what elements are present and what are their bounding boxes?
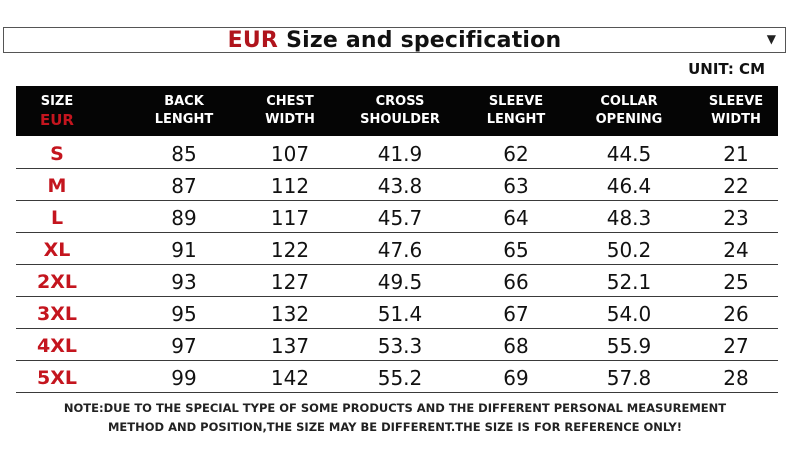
- cell-size: L: [50, 207, 64, 229]
- cell-cross-shoulder: 51.4: [377, 302, 423, 326]
- cell-back-length: 97: [171, 334, 197, 358]
- header-label-line2: EUR: [40, 111, 74, 129]
- cell-collar-opening: 44.5: [606, 142, 652, 166]
- cell-size: XL: [43, 239, 71, 261]
- header-label-line2: LENGHT: [486, 112, 546, 127]
- cell-sleeve-width: 28: [723, 366, 749, 390]
- cell-sleeve-width: 21: [723, 142, 749, 166]
- note-line-2: METHOD AND POSITION,THE SIZE MAY BE DIFF…: [107, 420, 683, 434]
- title-text: Size and specification: [286, 28, 562, 53]
- header-collar-opening: COLLAR OPENING: [574, 86, 684, 136]
- cell-sleeve-length: 69: [503, 366, 529, 390]
- table-row: M 87 112 43.8 63 46.4 22: [16, 169, 778, 201]
- header-label-line2: SHOULDER: [360, 112, 440, 127]
- title-dropdown[interactable]: EUR Size and specification ▼: [3, 27, 786, 53]
- cell-cross-shoulder: 41.9: [377, 142, 423, 166]
- cell-size: M: [47, 175, 67, 197]
- reference-note: NOTE:DUE TO THE SPECIAL TYPE OF SOME PRO…: [0, 399, 790, 437]
- header-size: SIZE EUR: [16, 86, 98, 136]
- header-sleeve-width: SLEEVE WIDTH: [696, 86, 776, 136]
- title-eur: EUR: [227, 28, 279, 53]
- cell-back-length: 99: [171, 366, 197, 390]
- header-label-line2: WIDTH: [711, 112, 761, 127]
- cell-size: 3XL: [37, 303, 77, 325]
- cell-sleeve-width: 23: [723, 206, 749, 230]
- cell-back-length: 93: [171, 270, 197, 294]
- cell-collar-opening: 57.8: [606, 366, 652, 390]
- cell-back-length: 89: [171, 206, 197, 230]
- header-label-line1: BACK: [164, 94, 204, 109]
- header-label-line1: COLLAR: [600, 94, 658, 109]
- cell-cross-shoulder: 47.6: [377, 238, 423, 262]
- table-row: 4XL 97 137 53.3 68 55.9 27: [16, 329, 778, 361]
- cell-cross-shoulder: 45.7: [377, 206, 423, 230]
- cell-chest-width: 127: [270, 270, 310, 294]
- cell-sleeve-length: 67: [503, 302, 529, 326]
- cell-sleeve-length: 65: [503, 238, 529, 262]
- table-header: SIZE EUR BACK LENGHT CHEST WIDTH CROSS SHOULDER…: [16, 86, 778, 136]
- header-label-line2: WIDTH: [265, 112, 315, 127]
- table-row: L 89 117 45.7 64 48.3 23: [16, 201, 778, 233]
- cell-back-length: 91: [171, 238, 197, 262]
- cell-collar-opening: 52.1: [606, 270, 652, 294]
- cell-chest-width: 107: [270, 142, 310, 166]
- table-row: 2XL 93 127 49.5 66 52.1 25: [16, 265, 778, 297]
- cell-cross-shoulder: 43.8: [377, 174, 423, 198]
- header-sleeve-length: SLEEVE LENGHT: [464, 86, 568, 136]
- cell-chest-width: 122: [270, 238, 310, 262]
- cell-back-length: 85: [171, 142, 197, 166]
- cell-sleeve-length: 68: [503, 334, 529, 358]
- cell-sleeve-width: 25: [723, 270, 749, 294]
- note-line-1: NOTE:DUE TO THE SPECIAL TYPE OF SOME PRO…: [63, 401, 727, 415]
- table-row: 5XL 99 142 55.2 69 57.8 28: [16, 361, 778, 393]
- header-label-line1: SLEEVE: [708, 94, 764, 109]
- header-label-line1: CHEST: [266, 94, 314, 109]
- cell-sleeve-length: 64: [503, 206, 529, 230]
- header-label-line1: SLEEVE: [488, 94, 544, 109]
- cell-chest-width: 137: [270, 334, 310, 358]
- unit-label: UNIT: CM: [688, 60, 765, 78]
- header-label-line1: CROSS: [375, 94, 425, 109]
- cell-sleeve-width: 26: [723, 302, 749, 326]
- cell-size: 4XL: [37, 335, 77, 357]
- page-title: EUR Size and specification: [4, 28, 785, 53]
- table-row: XL 91 122 47.6 65 50.2 24: [16, 233, 778, 265]
- header-label-line2: LENGHT: [154, 112, 214, 127]
- cell-cross-shoulder: 53.3: [377, 334, 423, 358]
- cell-chest-width: 142: [270, 366, 310, 390]
- cell-cross-shoulder: 55.2: [377, 366, 423, 390]
- cell-sleeve-width: 22: [723, 174, 749, 198]
- cell-size: 5XL: [37, 367, 77, 389]
- cell-chest-width: 132: [270, 302, 310, 326]
- header-chest-width: CHEST WIDTH: [238, 86, 342, 136]
- cell-sleeve-length: 66: [503, 270, 529, 294]
- cell-size: 2XL: [37, 271, 77, 293]
- cell-back-length: 87: [171, 174, 197, 198]
- cell-collar-opening: 46.4: [606, 174, 652, 198]
- cell-collar-opening: 55.9: [606, 334, 652, 358]
- cell-size: S: [50, 143, 64, 165]
- header-cross-shoulder: CROSS SHOULDER: [346, 86, 454, 136]
- header-label-line1: SIZE: [40, 94, 74, 109]
- cell-cross-shoulder: 49.5: [377, 270, 423, 294]
- cell-sleeve-width: 24: [723, 238, 749, 262]
- cell-back-length: 95: [171, 302, 197, 326]
- header-back-length: BACK LENGHT: [132, 86, 236, 136]
- cell-chest-width: 117: [270, 206, 310, 230]
- table-row: 3XL 95 132 51.4 67 54.0 26: [16, 297, 778, 329]
- cell-collar-opening: 48.3: [606, 206, 652, 230]
- header-label-line2: OPENING: [595, 112, 663, 127]
- cell-collar-opening: 54.0: [606, 302, 652, 326]
- cell-collar-opening: 50.2: [606, 238, 652, 262]
- cell-sleeve-length: 62: [503, 142, 529, 166]
- cell-chest-width: 112: [270, 174, 310, 198]
- chevron-down-icon[interactable]: ▼: [766, 32, 776, 46]
- cell-sleeve-length: 63: [503, 174, 529, 198]
- cell-sleeve-width: 27: [723, 334, 749, 358]
- table-row: S 85 107 41.9 62 44.5 21: [16, 137, 778, 169]
